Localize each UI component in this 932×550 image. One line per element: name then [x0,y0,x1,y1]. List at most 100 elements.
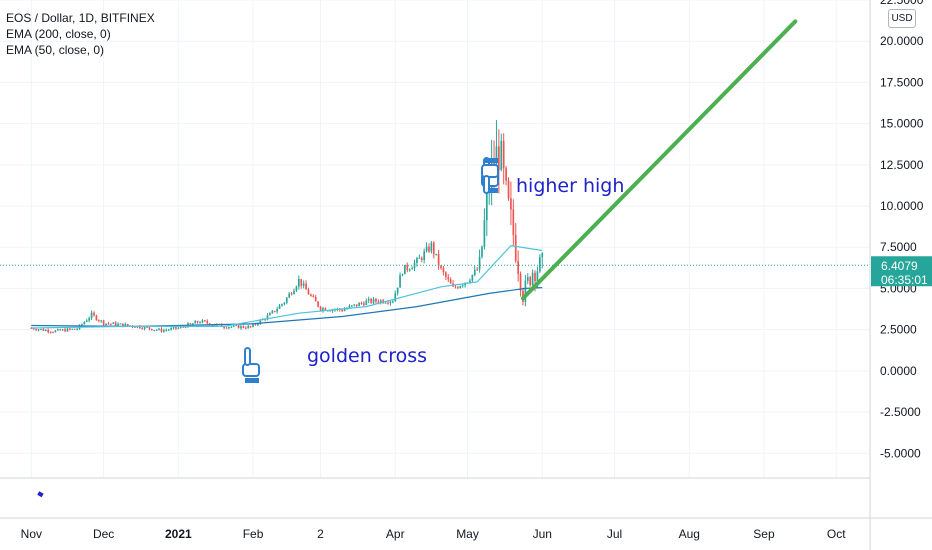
candle-body [244,327,247,329]
trend-arrow-line[interactable] [520,19,798,301]
candle-body [498,146,500,170]
candle-body [276,308,278,312]
candle-body [510,198,512,210]
candle-body [538,257,541,272]
candle-body [447,277,450,280]
candle-body [411,268,413,270]
time-tick-label: Aug [679,527,700,541]
candle-body [445,272,447,278]
candle-body [160,328,163,332]
candle-body [206,321,209,324]
candle-body [517,261,519,274]
candle-body [220,323,223,327]
candle-body [196,321,199,323]
candle-body [228,327,230,329]
price-tick-label: 22.5000 [880,0,924,7]
candle-body [150,328,153,331]
candle-body [358,302,360,307]
legend-symbol[interactable]: EOS / Dollar, 1D, BITFINEX [6,11,155,25]
time-tick-label: Jun [533,527,552,541]
time-tick-label: Apr [386,527,405,541]
candle-body [54,330,57,333]
candle-body [319,306,322,311]
candle-body [391,301,394,303]
candle-body [112,322,115,324]
time-axis[interactable]: Nov Dec 2021 Feb 2 Apr May Jun Jul Aug Sep Oct [21,527,847,541]
candle-body [155,329,158,331]
price-tick-label: 7.5000 [880,240,917,254]
candle-body [293,290,295,295]
candle-body [165,329,168,331]
price-axis[interactable]: -5.0000-2.50000.00002.50005.00007.500010… [880,0,924,460]
candle-body [341,309,344,312]
candle-body [432,242,435,255]
candle-body [138,325,141,329]
candle-body [531,272,534,286]
ema50-line [31,244,543,329]
price-label-countdown: 06:35:01 [881,273,928,287]
candle-body [93,312,95,316]
candle-body [252,323,254,327]
candle-body [175,327,177,329]
candle-body [269,313,271,316]
candle-body [307,289,310,295]
candle-body [351,305,353,307]
candle-body [360,302,363,304]
candle-body [66,328,69,332]
candle-body [184,326,187,328]
candle-body [435,253,438,255]
candle-body [399,274,401,288]
candle-body [372,298,375,303]
candle-body [69,328,71,330]
legend-ema50[interactable]: EMA (50, close, 0) [6,43,105,57]
candle-body [52,332,54,334]
candle-body [266,315,269,320]
candle-body [100,320,103,322]
candle-body [473,269,476,275]
candle-body [387,302,389,304]
candle-body [242,326,245,328]
candle-body [32,328,35,330]
candle-body [514,234,517,262]
candle-body [502,140,505,169]
candle-body [259,320,262,325]
time-tick-label: Jul [607,527,622,541]
candle-body [401,274,404,276]
candle-body [288,293,291,298]
candle-body [83,322,86,325]
candle-body [158,328,160,330]
candle-body [114,322,117,326]
candle-body [442,268,445,273]
candle-body [117,323,119,326]
candle-body [507,180,510,199]
candle-body [110,323,112,325]
candle-body [348,305,351,309]
time-tick-label: 2021 [165,527,192,541]
candle-body [541,253,544,258]
candle-body [281,304,283,306]
candle-body [199,322,201,324]
annotation-golden-cross: golden cross [307,345,427,367]
candle-body [526,277,529,281]
time-tick-label: Feb [243,527,264,541]
annotations: golden cross higher high [242,157,624,383]
time-tick-label: Dec [93,527,114,541]
legend-ema200[interactable]: EMA (200, close, 0) [6,27,111,41]
price-tick-label: 0.0000 [880,364,917,378]
candle-body [85,320,88,323]
price-tick-label: -2.5000 [880,405,921,419]
candle-body [469,280,471,283]
time-tick-label: Sep [753,527,775,541]
candle-body [47,330,50,333]
candle-body [37,329,40,331]
currency-button[interactable]: USD [888,9,916,28]
candle-body [105,323,107,325]
candle-body [240,326,242,329]
candle-body [500,140,503,170]
price-tick-label: 20.0000 [880,34,924,48]
candle-body [95,315,98,321]
annotation-higher-high: higher high [516,175,624,197]
candle-body [305,283,307,290]
candle-body [389,301,392,304]
